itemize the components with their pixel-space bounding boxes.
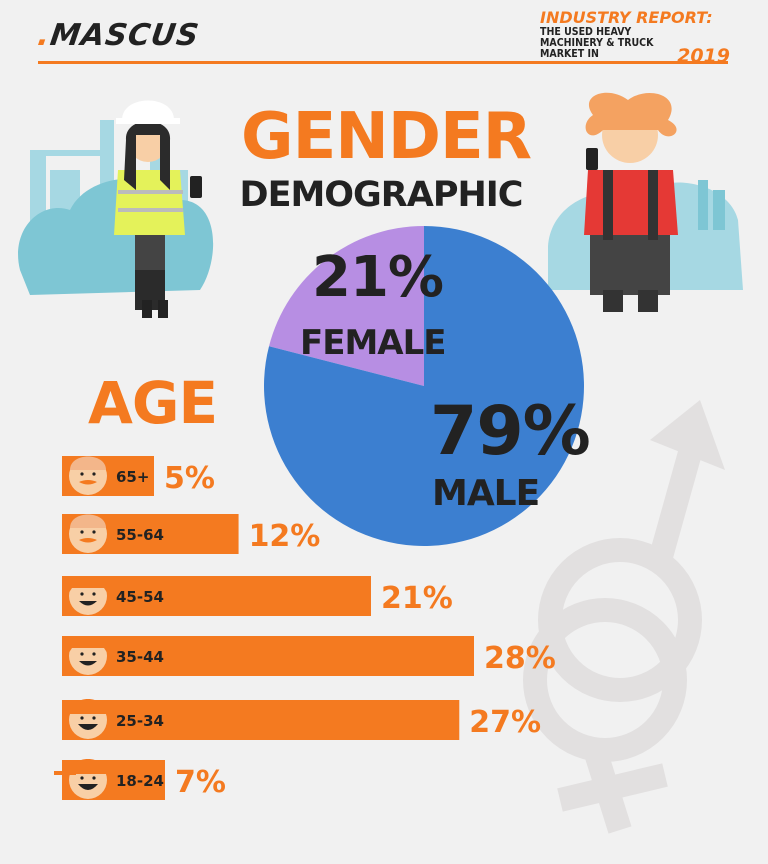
male-category-label: MALE [432,473,540,514]
age-category-label: 65+ [116,468,149,486]
age-category-label: 35-44 [116,648,164,666]
female-category-label: FEMALE [300,323,446,363]
face-icon [69,699,107,739]
pie-slice-female [269,226,424,386]
age-value-label: 12% [249,519,321,554]
report-heading: INDUSTRY REPORT: THE USED HEAVY MACHINER… [540,8,730,68]
pie-slice-male [264,226,584,546]
face-icon [69,456,107,495]
female-worker-illustration [18,100,214,318]
gender-pie-chart [264,226,584,546]
age-category-label: 18-24 [116,772,164,790]
age-value-label: 21% [381,581,453,616]
age-title: AGE [88,369,218,437]
gender-symbol-icon [523,400,725,834]
age-value-label: 5% [164,461,215,496]
header: .MASCUS INDUSTRY REPORT: THE USED HEAVY … [0,0,768,80]
face-icon [67,576,109,615]
age-value-label: 7% [175,765,226,800]
age-bar-25-34 [62,700,460,740]
age-bar-35-44 [62,636,474,676]
age-value-label: 27% [469,705,541,740]
report-year: 2019 [677,45,730,67]
male-percent-label: 79% [430,392,591,471]
gender-subtitle: DEMOGRAPHIC [239,175,524,215]
age-category-label: 45-54 [116,588,164,606]
report-subtitle: THE USED HEAVY MACHINERY & TRUCK MARKET … [540,26,654,60]
header-divider [38,61,728,64]
age-value-label: 28% [484,641,556,676]
age-category-label: 55-64 [116,526,164,544]
age-category-label: 25-34 [116,712,164,730]
female-percent-label: 21% [312,245,444,310]
face-icon [67,636,109,675]
report-title: INDUSTRY REPORT: [540,8,713,27]
age-bar-45-54 [62,576,371,616]
male-worker-illustration [548,92,743,312]
gender-title: GENDER [241,100,532,174]
face-icon [69,514,107,553]
face-icon [54,759,107,799]
